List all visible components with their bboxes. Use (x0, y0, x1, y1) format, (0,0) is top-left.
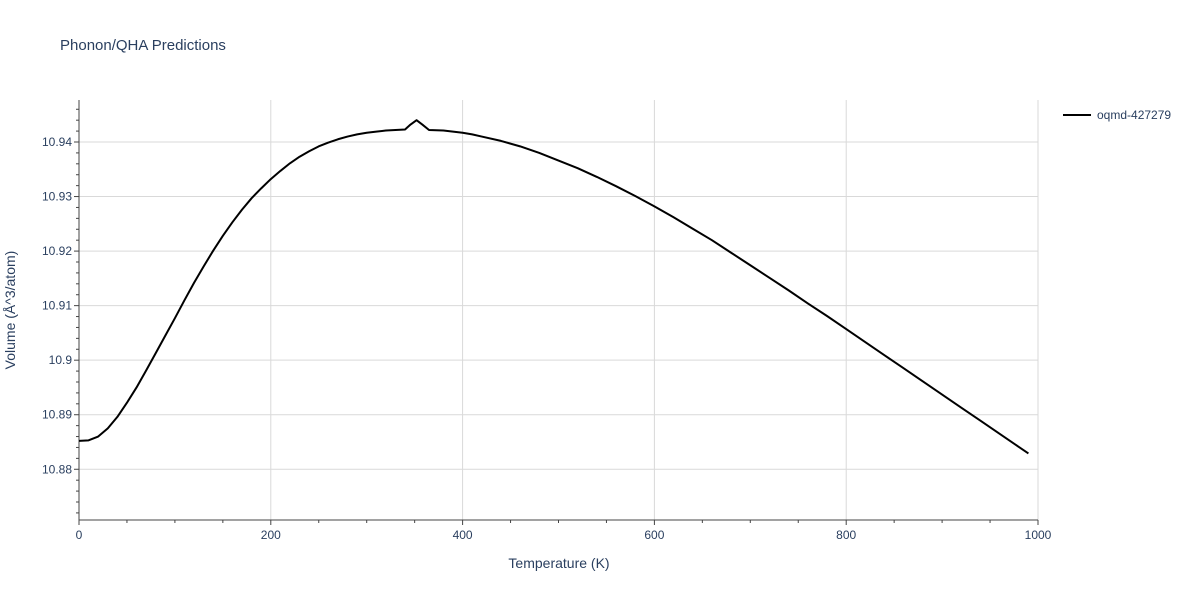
chart-title: Phonon/QHA Predictions (60, 37, 226, 54)
x-tick-label: 800 (836, 528, 856, 542)
y-axis-title: Volume (Å^3/atom) (2, 251, 18, 370)
y-tick-label: 10.89 (42, 408, 72, 422)
x-tick-label: 600 (644, 528, 664, 542)
y-tick-label: 10.9 (49, 353, 73, 367)
x-tick-label: 0 (76, 528, 83, 542)
y-tick-label: 10.93 (42, 190, 72, 204)
series-line (78, 119, 1029, 455)
y-tick-label: 10.94 (42, 135, 72, 149)
grid (79, 100, 1039, 520)
legend-label: oqmd-427279 (1097, 108, 1171, 122)
y-tick-label: 10.92 (42, 244, 72, 258)
x-tick-label: 1000 (1025, 528, 1052, 542)
legend[interactable]: oqmd-427279 (1063, 108, 1171, 122)
y-tick-label: 10.88 (42, 462, 72, 476)
y-tick-label: 10.91 (42, 299, 72, 313)
x-axis-title: Temperature (K) (508, 555, 609, 571)
x-tick-label: 400 (453, 528, 473, 542)
series-layer (78, 119, 1029, 455)
x-tick-label: 200 (261, 528, 281, 542)
axes: 0 200 400 600 800 1000 10.88 10.89 10.9 10.91 10.9… (42, 100, 1052, 542)
